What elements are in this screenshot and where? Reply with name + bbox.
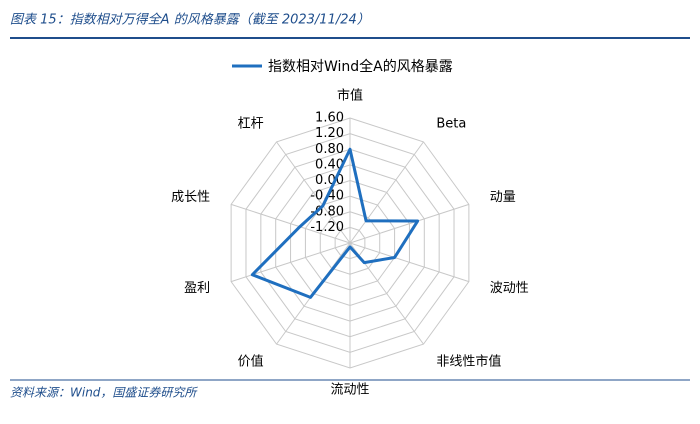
axis-label: Beta — [436, 117, 466, 132]
axis-label: 杠杆 — [238, 116, 264, 132]
axis-label: 价值 — [238, 353, 264, 369]
tick-label: 1.20 — [315, 126, 344, 141]
spoke — [230, 203, 351, 244]
spoke — [276, 141, 351, 244]
tick-label: 0.00 — [315, 173, 344, 188]
spoke — [349, 203, 470, 244]
source: 资料来源：Wind，国盛证券研究所 — [10, 386, 198, 400]
tick-label: 0.40 — [315, 157, 344, 172]
axis-label: 盈利 — [184, 281, 210, 296]
page-title: 图表 15：指数相对万得全A 的风格暴露（截至 2023/11/24） — [10, 12, 370, 28]
tick-label: -1.20 — [310, 220, 344, 235]
tick-label: 1.60 — [315, 111, 344, 126]
axis-label: 市值 — [337, 88, 363, 104]
axis-label: 流动性 — [330, 383, 369, 398]
axis-label: 非线性市值 — [436, 353, 501, 369]
series-line — [250, 147, 420, 299]
legend-label: 指数相对Wind全A的风格暴露 — [268, 58, 453, 75]
spoke — [349, 141, 424, 244]
spoke — [349, 242, 470, 283]
axis-label: 动量 — [490, 190, 516, 205]
axis-label: 成长性 — [171, 190, 210, 205]
axis-label: 波动性 — [490, 281, 529, 296]
tick-label: 0.80 — [315, 142, 344, 157]
